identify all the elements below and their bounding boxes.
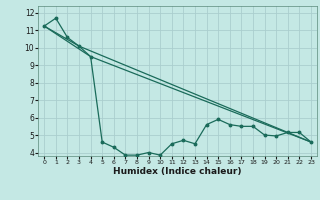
X-axis label: Humidex (Indice chaleur): Humidex (Indice chaleur) — [113, 167, 242, 176]
